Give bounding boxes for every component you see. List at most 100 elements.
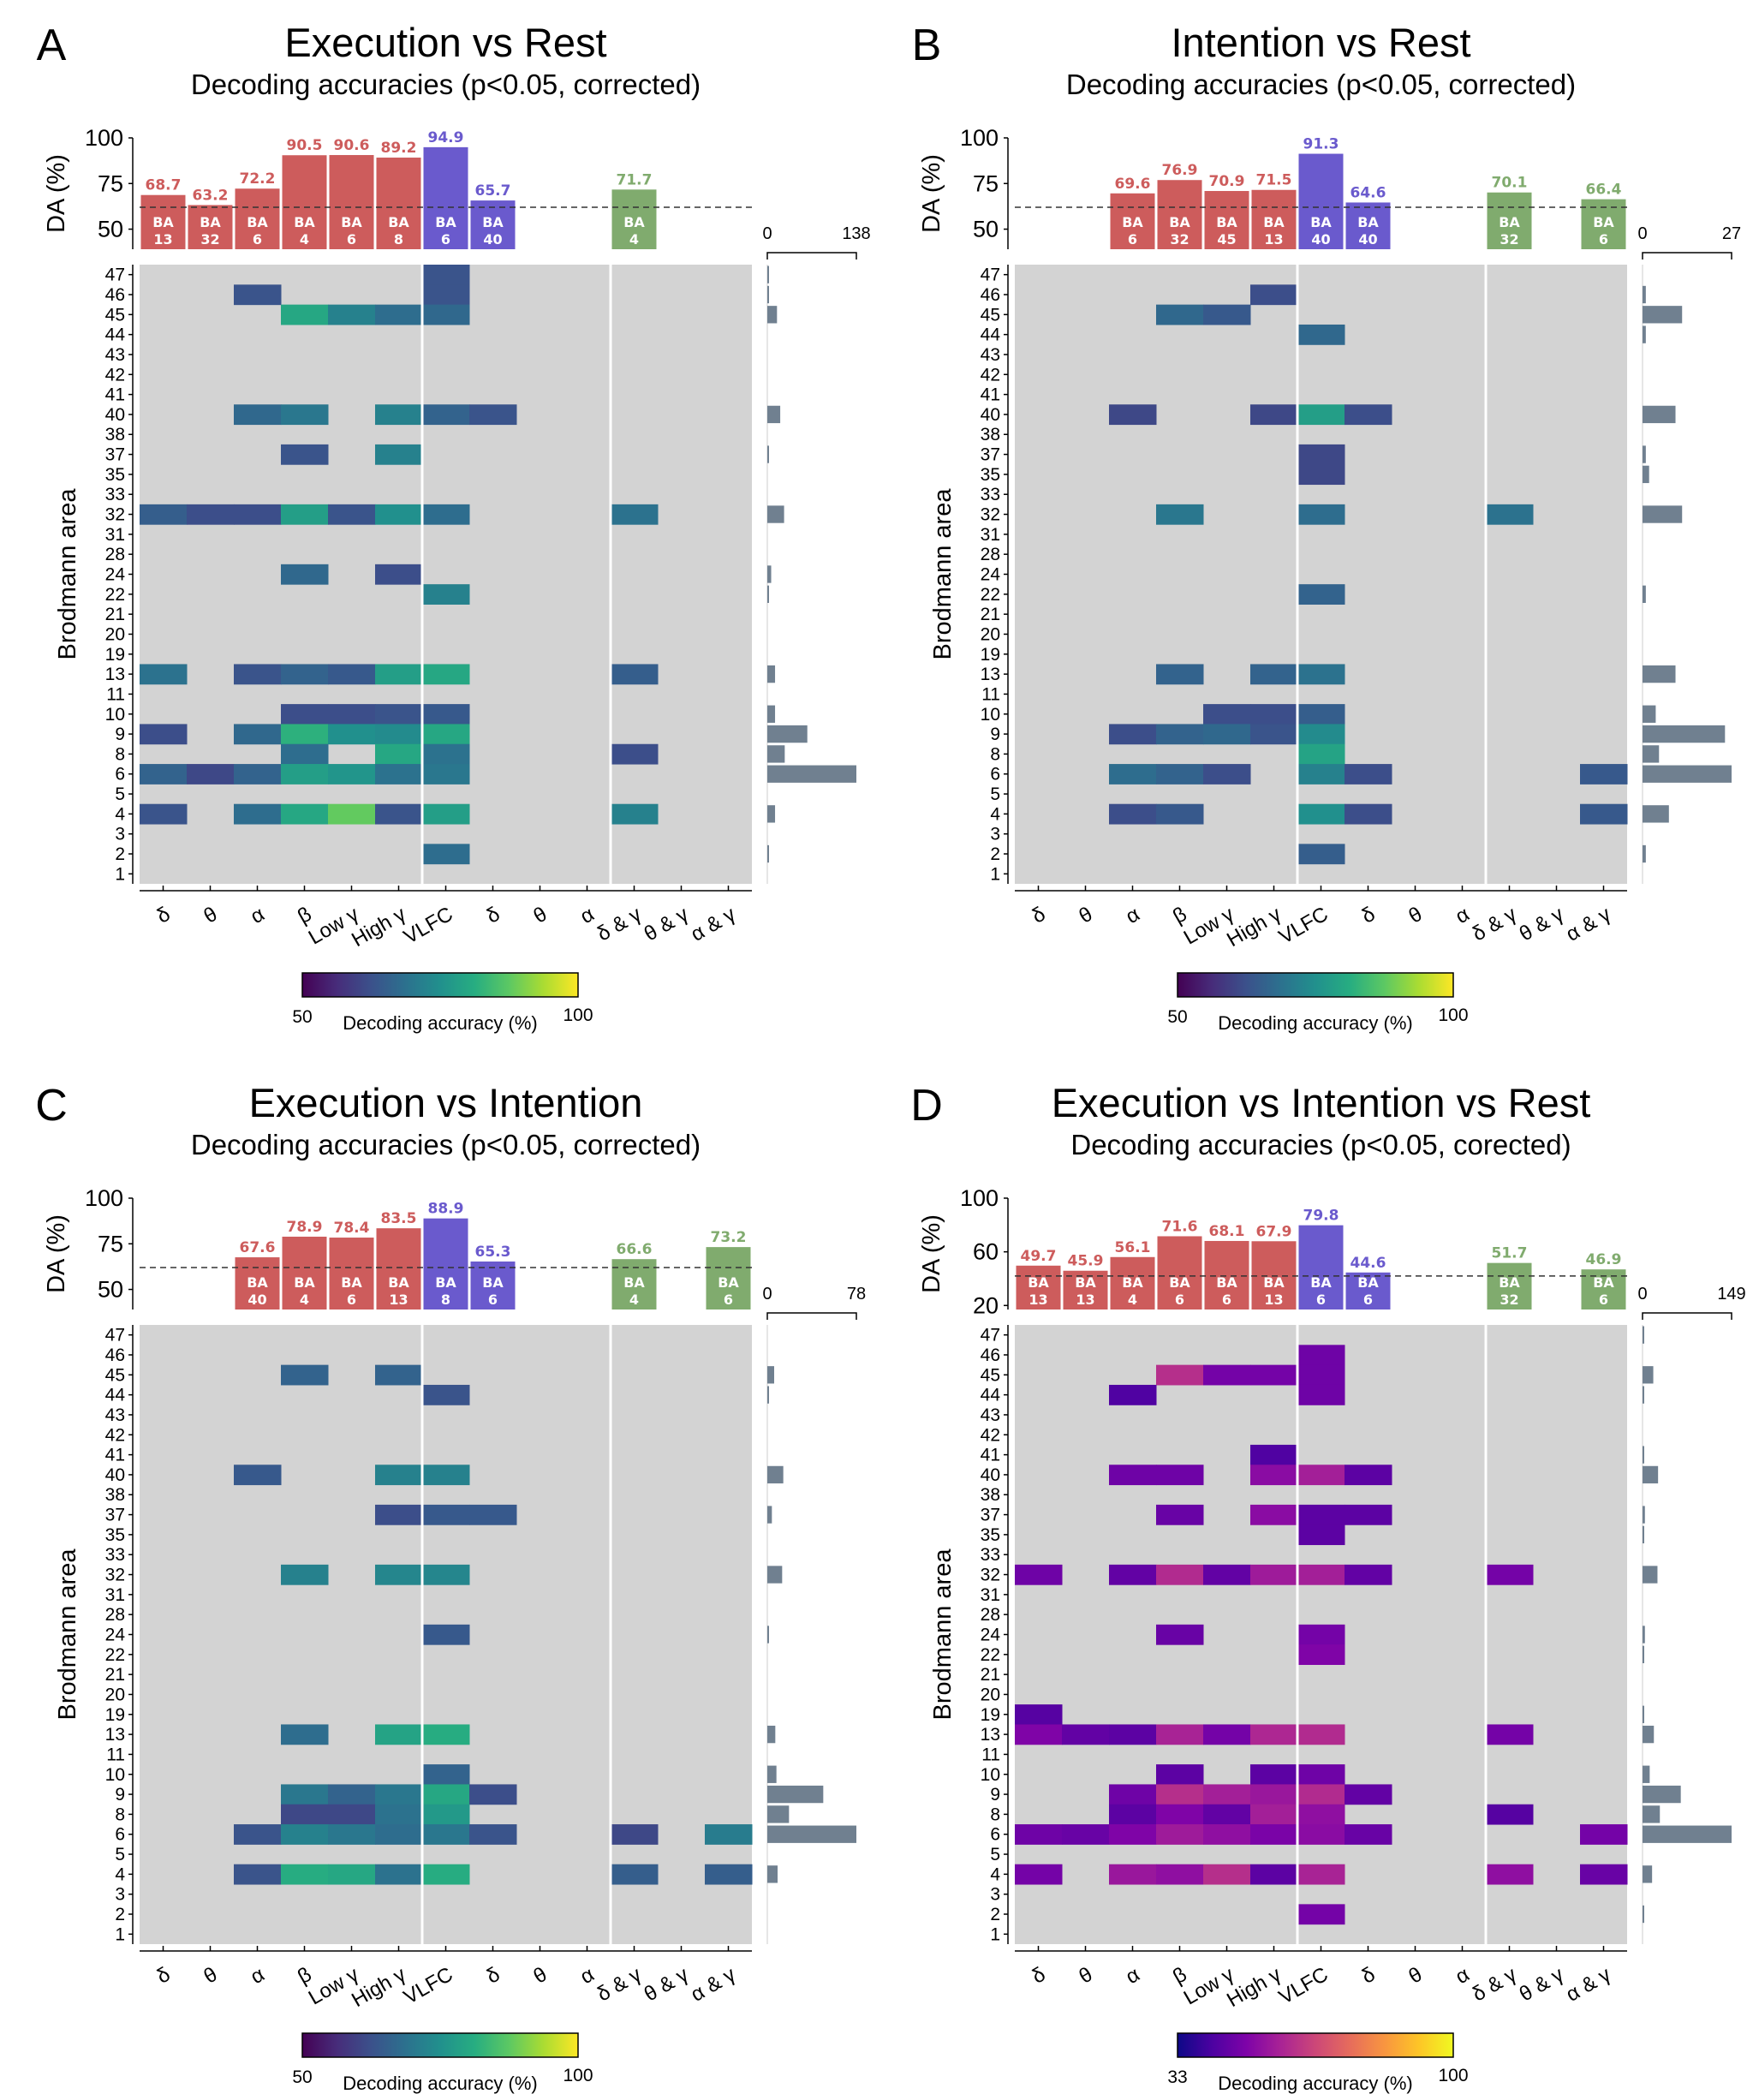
heatmap-cell xyxy=(281,764,329,785)
panel-letter: A xyxy=(37,21,67,70)
heatmap-cell xyxy=(140,803,188,825)
heatmap-cell xyxy=(1297,1564,1345,1585)
heatmap-cell xyxy=(1250,724,1298,745)
column-label: θ xyxy=(200,903,221,928)
bar-value-label: 68.1 xyxy=(1209,1223,1245,1240)
heatmap-cell xyxy=(328,504,376,525)
heatmap-cell xyxy=(1109,724,1157,745)
bar-prefix-label: BA xyxy=(718,1274,739,1291)
bar-value-label: 72.2 xyxy=(240,170,276,188)
histogram-bar xyxy=(1643,505,1683,523)
column-label: α xyxy=(1122,1963,1144,1989)
panel-a: A Execution vs Rest Decoding accuracies (p… xyxy=(37,20,871,1034)
column-label: High γ xyxy=(348,1963,409,2012)
bar-y-tick-label: 100 xyxy=(960,125,999,151)
histogram-bar xyxy=(1643,844,1646,863)
column-label: θ xyxy=(1404,903,1426,928)
heatmap-cell xyxy=(1345,1784,1392,1805)
bar-area-label: 6 xyxy=(441,231,450,248)
accuracy-bar xyxy=(1251,189,1297,249)
column-label: α & γ xyxy=(1562,1963,1614,2007)
column-label: VLFC xyxy=(1275,903,1333,949)
row-label: 43 xyxy=(105,1405,125,1425)
heatmap-cell xyxy=(1109,803,1157,825)
heatmap-cell xyxy=(1203,1364,1251,1386)
heatmap-cell xyxy=(611,1864,659,1885)
heatmap-background xyxy=(1015,265,1627,884)
row-label: 8 xyxy=(115,1805,125,1824)
heatmap-cell xyxy=(1297,844,1345,865)
bar-prefix-label: BA xyxy=(1075,1274,1096,1291)
row-label: 9 xyxy=(115,1785,125,1805)
heatmap-cell xyxy=(422,803,470,825)
bar-y-tick-label: 50 xyxy=(98,217,123,242)
accuracy-bar xyxy=(470,200,516,249)
column-label: δ xyxy=(1357,1963,1379,1989)
heatmap-cell xyxy=(422,1624,470,1645)
row-label: 3 xyxy=(115,1885,125,1905)
heatmap-cell xyxy=(281,1364,329,1386)
histogram-bar xyxy=(767,1506,772,1524)
heatmap-cell xyxy=(1297,1804,1345,1825)
accuracy-bar xyxy=(235,188,280,249)
heatmap-cell xyxy=(1203,1724,1251,1745)
histogram-scale-bracket xyxy=(1642,252,1732,260)
histogram-bar xyxy=(1643,1785,1681,1804)
row-label: 2 xyxy=(990,844,1000,864)
heatmap-cell xyxy=(1156,1564,1204,1585)
bar-prefix-label: BA xyxy=(1263,214,1285,230)
heatmap-cell xyxy=(1015,1824,1063,1845)
bar-value-label: 71.7 xyxy=(617,171,653,188)
column-label: δ xyxy=(1028,1963,1049,1989)
row-label: 19 xyxy=(105,645,125,665)
histogram-bar xyxy=(767,1386,769,1404)
row-label: 13 xyxy=(105,665,125,684)
row-label: 20 xyxy=(981,1685,1000,1704)
row-label: 44 xyxy=(105,1386,126,1405)
accuracy-bar xyxy=(1157,1236,1202,1310)
histogram-bar xyxy=(1643,405,1676,424)
histogram-bar xyxy=(1643,725,1726,743)
colorbar xyxy=(301,972,579,998)
panel-letter: C xyxy=(35,1081,68,1131)
row-label: 5 xyxy=(115,1845,125,1864)
accuracy-bar xyxy=(235,1257,280,1310)
column-label: θ & γ xyxy=(1516,1963,1568,2007)
heatmap-cell xyxy=(1486,1804,1534,1825)
column-label: θ & γ xyxy=(641,1963,693,2007)
heatmap-cell xyxy=(281,404,329,426)
row-label: 13 xyxy=(981,1725,1000,1745)
heatmap-cell xyxy=(1345,1465,1392,1486)
accuracy-bar xyxy=(282,1236,327,1310)
column-label: VLFC xyxy=(400,1963,457,2009)
bar-prefix-label: BA xyxy=(1357,214,1379,230)
panel-c: C Execution vs Intention Decoding accuraci… xyxy=(35,1080,866,2094)
row-label: 31 xyxy=(105,525,125,545)
heatmap-cell xyxy=(611,504,659,525)
heatmap-cell xyxy=(1156,1504,1204,1525)
bar-y-tick-label: 75 xyxy=(98,1231,123,1256)
heatmap-cell xyxy=(1297,764,1345,785)
histogram-bar xyxy=(1643,1905,1644,1924)
row-label: 35 xyxy=(105,465,125,485)
histogram-min-label: 0 xyxy=(762,224,772,243)
heatmap-cell xyxy=(1156,764,1204,785)
histogram-bar xyxy=(1643,285,1646,304)
heatmap-cell xyxy=(281,304,329,325)
bar-value-label: 46.9 xyxy=(1586,1251,1622,1268)
heatmap-cell xyxy=(1345,1564,1392,1585)
heatmap-cell xyxy=(1297,1624,1345,1645)
row-label: 1 xyxy=(990,864,1000,884)
column-label: α & γ xyxy=(687,903,739,946)
row-label: 11 xyxy=(106,1745,125,1764)
colorbar-label: Decoding accuracy (%) xyxy=(1218,1012,1412,1034)
row-label: 42 xyxy=(105,1425,125,1445)
row-label: 2 xyxy=(990,1905,1000,1924)
heatmap-cell xyxy=(422,1465,470,1486)
da-axis-label: DA (%) xyxy=(43,154,70,233)
histogram-bar xyxy=(1643,1566,1658,1584)
bar-prefix-label: BA xyxy=(247,1274,268,1291)
heatmap-cell xyxy=(1297,1784,1345,1805)
histogram-bar xyxy=(1643,745,1660,763)
row-label: 33 xyxy=(105,1545,125,1565)
